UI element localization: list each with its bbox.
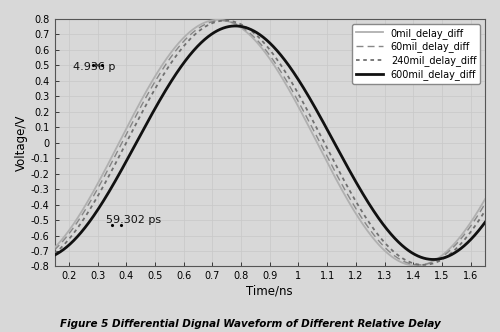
Text: 59.302 ps: 59.302 ps <box>106 215 162 225</box>
Y-axis label: Voltage/V: Voltage/V <box>15 115 28 171</box>
240mil_delay_diff <box>213 20 219 24</box>
60mil_delay_diff <box>218 19 224 23</box>
60mil_delay_diff <box>496 176 500 180</box>
0mil_delay_diff <box>438 254 444 258</box>
0mil_delay_diff <box>215 18 221 22</box>
600mil_delay_diff <box>232 24 238 28</box>
240mil_delay_diff <box>90 203 96 207</box>
0mil_delay_diff <box>234 23 239 27</box>
600mil_delay_diff <box>117 171 123 175</box>
Text: 4.936 p: 4.936 p <box>73 62 116 72</box>
240mil_delay_diff <box>438 258 444 262</box>
Line: 60mil_delay_diff: 60mil_delay_diff <box>40 21 500 265</box>
60mil_delay_diff <box>438 255 444 259</box>
60mil_delay_diff <box>90 196 96 200</box>
600mil_delay_diff <box>430 258 436 262</box>
60mil_delay_diff <box>488 192 494 196</box>
0mil_delay_diff <box>213 18 219 22</box>
Legend: 0mil_delay_diff, 60mil_delay_diff, 240mil_delay_diff, 600mil_delay_diff: 0mil_delay_diff, 60mil_delay_diff, 240mi… <box>352 24 480 84</box>
240mil_delay_diff <box>222 19 228 23</box>
240mil_delay_diff <box>496 184 500 188</box>
240mil_delay_diff <box>488 200 494 204</box>
60mil_delay_diff <box>416 263 422 267</box>
Line: 0mil_delay_diff: 0mil_delay_diff <box>40 20 500 266</box>
60mil_delay_diff <box>213 19 219 23</box>
600mil_delay_diff <box>496 199 500 203</box>
60mil_delay_diff <box>234 22 239 26</box>
600mil_delay_diff <box>90 215 96 219</box>
X-axis label: Time/ns: Time/ns <box>246 284 293 297</box>
0mil_delay_diff <box>90 191 96 195</box>
0mil_delay_diff <box>37 258 43 262</box>
Text: Figure 5 Differential Dignal Waveform of Different Relative Delay: Figure 5 Differential Dignal Waveform of… <box>60 319 440 329</box>
600mil_delay_diff <box>234 24 239 28</box>
600mil_delay_diff <box>213 29 219 33</box>
240mil_delay_diff <box>234 21 239 25</box>
60mil_delay_diff <box>37 258 43 262</box>
240mil_delay_diff <box>37 260 43 264</box>
Line: 600mil_delay_diff: 600mil_delay_diff <box>40 26 500 260</box>
600mil_delay_diff <box>37 257 43 261</box>
600mil_delay_diff <box>488 212 494 216</box>
240mil_delay_diff <box>117 153 123 157</box>
0mil_delay_diff <box>488 187 494 191</box>
600mil_delay_diff <box>438 257 444 261</box>
0mil_delay_diff <box>117 139 123 143</box>
0mil_delay_diff <box>496 171 500 175</box>
60mil_delay_diff <box>117 145 123 149</box>
Line: 240mil_delay_diff: 240mil_delay_diff <box>40 21 500 265</box>
0mil_delay_diff <box>413 264 419 268</box>
240mil_delay_diff <box>420 263 426 267</box>
